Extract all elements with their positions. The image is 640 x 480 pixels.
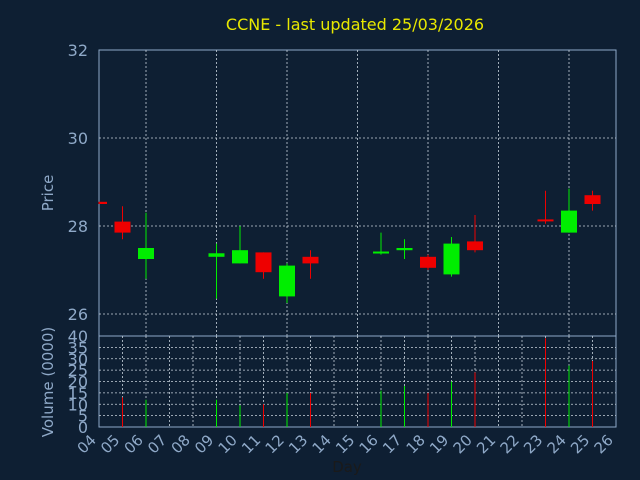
volume-y-tick-label: 5 <box>78 407 88 426</box>
candle-body <box>420 256 436 268</box>
x-tick-label: 05 <box>97 431 123 457</box>
x-tick-label: 17 <box>379 431 405 457</box>
volume-y-tick-label: 10 <box>68 395 88 414</box>
candle <box>255 252 272 279</box>
x-tick-label: 26 <box>591 431 617 457</box>
volume-bars <box>122 338 593 427</box>
candle-body <box>467 241 483 251</box>
x-axis-label: Day <box>332 458 362 476</box>
price-y-tick-label: 26 <box>68 305 88 324</box>
x-tick-label: 10 <box>215 431 241 457</box>
price-panel: 26 28 30 32 Price <box>39 41 617 337</box>
candle-body <box>114 221 131 233</box>
x-tick-label: 23 <box>520 431 546 457</box>
candle <box>98 201 107 204</box>
price-y-tick-label: 32 <box>68 41 88 60</box>
x-tick-label: 25 <box>567 431 593 457</box>
candle-body <box>537 219 554 222</box>
x-tick-label: 21 <box>473 431 499 457</box>
chart-title: CCNE - last updated 25/03/2026 <box>226 15 484 34</box>
price-axis-label: Price <box>39 175 57 212</box>
volume-y-tick-label: 20 <box>68 373 88 392</box>
candlesticks <box>98 188 601 303</box>
price-grid <box>99 50 616 336</box>
candle-body <box>302 256 319 264</box>
candle-body <box>255 252 272 273</box>
candle-body <box>584 195 601 204</box>
candle <box>232 226 248 264</box>
x-tick-label: 20 <box>450 431 476 457</box>
candle <box>373 232 389 255</box>
x-tick-label: 15 <box>332 431 358 457</box>
x-tick-label: 06 <box>121 431 147 457</box>
candle <box>302 250 319 279</box>
candle-body <box>138 248 154 259</box>
x-tick-label: 08 <box>168 431 194 457</box>
x-tick-labels: 0405060708091011121314151617181920212223… <box>74 431 617 457</box>
x-tick-label: 14 <box>309 431 335 457</box>
volume-y-tick-label: 15 <box>68 384 88 403</box>
price-y-tick-label: 28 <box>68 217 88 236</box>
price-y-tick-labels: 26 28 30 32 <box>68 41 88 324</box>
candle <box>584 190 601 211</box>
x-tick-label: 09 <box>191 431 217 457</box>
volume-grid <box>99 336 616 427</box>
candle-body <box>561 210 577 233</box>
candle <box>138 212 154 279</box>
candle <box>561 188 577 233</box>
x-tick-label: 18 <box>403 431 429 457</box>
candle-body <box>99 201 107 204</box>
price-panel-frame <box>98 49 617 337</box>
x-tick-label: 07 <box>144 431 170 457</box>
candle-body <box>396 248 413 251</box>
x-tick-label: 16 <box>356 431 382 457</box>
candle <box>114 206 131 240</box>
candle-body <box>373 251 389 254</box>
volume-y-tick-label: 30 <box>68 350 88 369</box>
candle <box>420 254 436 270</box>
candle-body <box>208 253 225 257</box>
candle-body <box>279 265 295 297</box>
candle-body <box>232 250 248 264</box>
volume-y-tick-label: 40 <box>68 327 88 346</box>
x-tick-label: 13 <box>285 431 311 457</box>
x-tick-label: 24 <box>544 431 570 457</box>
candle <box>396 239 413 259</box>
candle <box>467 215 483 253</box>
x-tick-label: 11 <box>238 431 264 457</box>
volume-axis-label: Volume (0000) <box>39 327 57 437</box>
x-tick-label: 12 <box>262 431 288 457</box>
x-tick-label: 22 <box>497 431 523 457</box>
x-tick-label: 19 <box>426 431 452 457</box>
candle-body <box>443 243 460 275</box>
candle <box>443 237 460 277</box>
volume-y-tick-label: 0 <box>78 418 88 437</box>
volume-y-tick-label: 35 <box>68 338 88 357</box>
candle <box>279 263 295 303</box>
volume-y-tick-label: 25 <box>68 361 88 380</box>
price-y-tick-label: 30 <box>68 129 88 148</box>
candle <box>208 243 225 299</box>
candle <box>537 190 554 224</box>
